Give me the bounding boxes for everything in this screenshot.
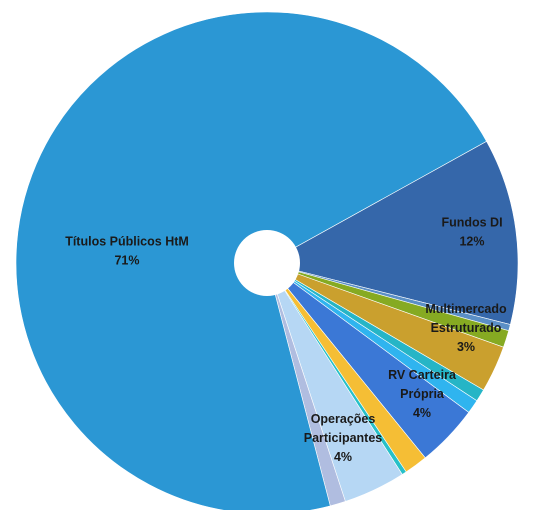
slice-label-line: Própria: [400, 387, 445, 401]
slice-label-line: Estruturado: [431, 321, 502, 335]
pie-labels: Fundos DI 12% Multimercado Estruturado 3%RV …: [65, 216, 507, 465]
slice-label-line: 4%: [334, 450, 352, 464]
slice-label-line: Operações: [311, 412, 376, 426]
slice-label-line: 3%: [457, 340, 475, 354]
slice-label-line: 12%: [459, 235, 484, 249]
slice-label-line: Multimercado: [425, 302, 507, 316]
slice-label-0: Fundos DI 12%: [441, 216, 502, 249]
donut-hole: [234, 230, 300, 296]
slice-label-line: 71%: [114, 254, 139, 268]
slice-label-6: RV Carteira Própria 4%: [388, 368, 457, 420]
pie-slices: [15, 11, 519, 510]
slice-label-line: Participantes: [304, 431, 383, 445]
slice-label-11: Títulos Públicos HtM 71%: [65, 235, 189, 268]
slice-label-line: 4%: [413, 406, 431, 420]
slice-label-3: Multimercado Estruturado 3%: [425, 302, 507, 354]
slice-label-9: Operações Participantes 4%: [304, 412, 383, 464]
slice-label-line: Títulos Públicos HtM: [65, 235, 189, 249]
slice-label-line: Fundos DI: [441, 216, 502, 230]
slice-label-line: RV Carteira: [388, 368, 457, 382]
